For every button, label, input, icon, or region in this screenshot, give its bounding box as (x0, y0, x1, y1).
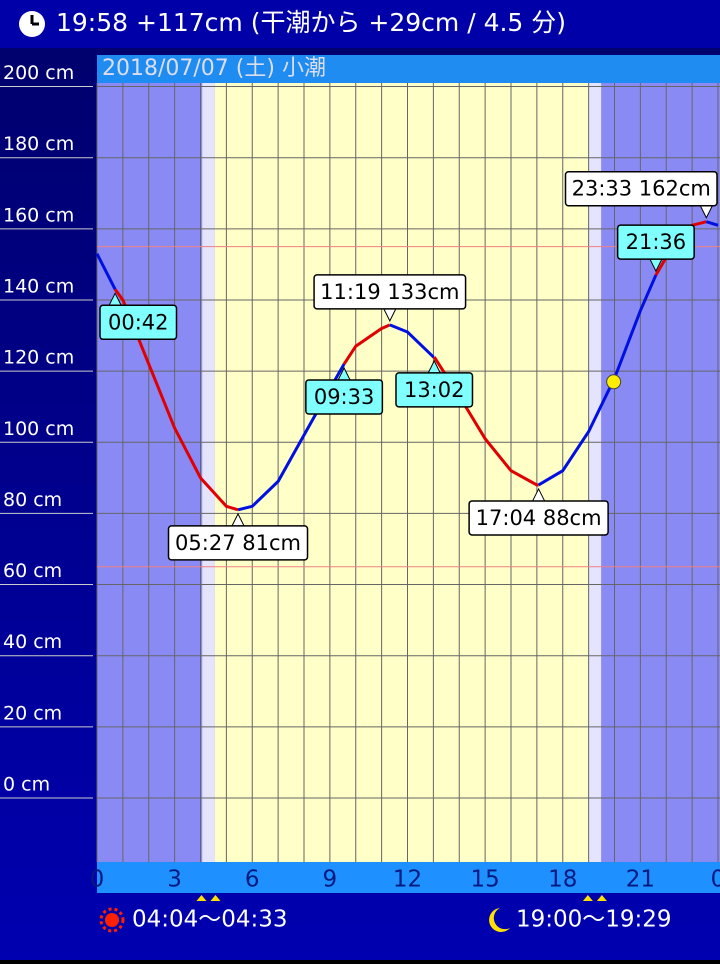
annotation-box (564, 170, 718, 207)
tide-line (113, 288, 239, 512)
current-point (606, 374, 622, 390)
annotation-label: 21:36 (626, 230, 687, 254)
annotation-box (395, 372, 474, 408)
twilight-marker (196, 895, 221, 901)
header-bar (0, 0, 720, 48)
annotation-box (616, 224, 695, 260)
x-tick-label: 3 (167, 867, 182, 893)
y-tick-label: 0 cm (3, 773, 50, 795)
x-tick-label: 0 (90, 867, 105, 893)
annotation-box (313, 274, 467, 310)
x-tick-label: 0 (711, 867, 720, 893)
clock-icon (19, 11, 45, 37)
y-tick-label: 180 cm (3, 133, 74, 155)
x-tick-label: 18 (548, 867, 577, 893)
y-tick-label: 100 cm (3, 418, 74, 440)
y-tick-label: 80 cm (3, 489, 62, 511)
twilight-marker (582, 895, 607, 901)
moon-icon (489, 908, 510, 932)
x-tick-label: 9 (323, 867, 338, 893)
day-band (214, 83, 589, 862)
tide-line (537, 274, 658, 487)
annotation-box (305, 379, 384, 415)
date-bar (97, 55, 720, 83)
sunset-text: 19:00〜19:29 (516, 907, 672, 933)
y-tick-label: 200 cm (3, 62, 74, 84)
x-tick-label: 15 (470, 867, 499, 893)
twilight-band (588, 83, 602, 862)
annotation-label: 05:27 81cm (175, 531, 301, 555)
annotation-box (468, 500, 609, 536)
tide-line (342, 323, 391, 365)
annotation-label: 11:19 133cm (320, 280, 459, 304)
x-tick-label: 6 (245, 867, 260, 893)
annotation-box (99, 304, 178, 341)
x-tick-label: 12 (393, 867, 422, 893)
sun-icon (99, 907, 125, 933)
y-tick-label: 160 cm (3, 204, 74, 226)
twilight-band (202, 83, 215, 862)
annotation-label: 13:02 (404, 378, 465, 402)
y-tick-label: 40 cm (3, 631, 62, 653)
y-tick-label: 20 cm (3, 702, 62, 724)
x-axis-bar (97, 862, 720, 893)
annotation-box (167, 525, 309, 561)
date-text: 2018/07/07 (土) 小潮 (102, 56, 326, 81)
annotation-label: 17:04 88cm (476, 506, 602, 530)
annotation-label: 09:33 (314, 385, 375, 409)
sunrise-text: 04:04〜04:33 (132, 907, 288, 933)
tide-line (705, 220, 719, 227)
y-tick-label: 140 cm (3, 275, 74, 297)
tide-line (95, 253, 117, 290)
header-title: 19:58 +117cm (干潮から +29cm / 4.5 分) (56, 8, 566, 37)
x-tick-label: 21 (626, 867, 655, 893)
y-tick-label: 120 cm (3, 347, 74, 369)
annotation-label: 00:42 (108, 310, 169, 334)
tide-line (389, 323, 435, 359)
annotation-label: 23:33 162cm (572, 177, 711, 201)
y-tick-label: 60 cm (3, 560, 62, 582)
